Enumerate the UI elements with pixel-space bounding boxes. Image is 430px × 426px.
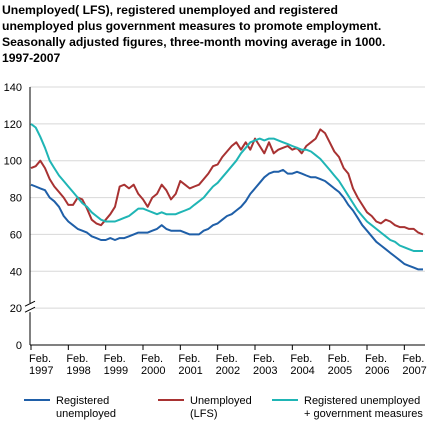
x-tick-label-month: Feb.: [66, 353, 88, 365]
y-tick-label: 80: [10, 193, 22, 205]
x-tick-label-month: Feb.: [104, 353, 126, 365]
x-tick-label-year: 2001: [178, 365, 202, 377]
x-tick-label-month: Feb.: [216, 353, 238, 365]
x-tick-label-year: 2007: [402, 365, 426, 377]
title-line-3: Seasonally adjusted figures, three-month…: [2, 35, 385, 49]
axes: [24, 87, 425, 346]
series-lines: [30, 123, 424, 271]
x-tick-label-year: 2004: [290, 365, 314, 377]
x-tick-label-month: Feb.: [253, 353, 275, 365]
y-tick-label: 100: [4, 156, 22, 168]
y-tick-label: 120: [4, 119, 22, 131]
chart-title: Unemployed( LFS), registered unemployed …: [2, 3, 385, 65]
gridlines: [30, 86, 425, 309]
x-tick-label-year: 2003: [253, 365, 277, 377]
x-tick-label-month: Feb.: [141, 353, 163, 365]
legend-label-3: + government measures: [304, 408, 423, 420]
title-line-2: unemployed plus government measures to p…: [2, 19, 381, 33]
x-tick-label-year: 2000: [141, 365, 165, 377]
y-tick-label: 60: [10, 229, 22, 241]
y-tick-label: 40: [10, 266, 22, 278]
y-tick-label: 20: [10, 303, 22, 315]
x-tick-label-month: Feb.: [290, 353, 312, 365]
x-tick-label-year: 2006: [365, 365, 389, 377]
legend-label-2: Unemployed: [190, 395, 252, 407]
x-tick-label-year: 1997: [29, 365, 53, 377]
x-tick-label-month: Feb.: [328, 353, 350, 365]
x-tick-label-month: Feb.: [402, 353, 424, 365]
axis-break-mark: [24, 306, 36, 313]
title-line-1: Unemployed( LFS), registered unemployed …: [2, 3, 338, 17]
series-line-2: [30, 128, 424, 236]
x-tick-label-year: 2002: [216, 365, 240, 377]
axis-break-gap: [26, 303, 34, 313]
x-tick-label-month: Feb.: [365, 353, 387, 365]
legend-label-1: Registered: [56, 395, 109, 407]
x-tick-label-year: 1999: [104, 365, 128, 377]
y-axis-ticks: 0 20 40 60 80 100 120 140: [4, 82, 22, 352]
x-tick-label-month: Feb.: [178, 353, 200, 365]
y-tick-label: 0: [16, 340, 22, 352]
series-line-3: [30, 123, 423, 252]
x-tick-label-year: 2005: [328, 365, 352, 377]
title-line-4: 1997-2007: [2, 51, 61, 65]
legend-label-1: unemployed: [56, 408, 116, 420]
legend-label-3: Registered unemployed: [304, 395, 420, 407]
series-line-1: [30, 168, 423, 271]
legend-label-2: (LFS): [190, 408, 218, 420]
axis-break-mark: [24, 300, 36, 307]
y-tick-label: 140: [4, 82, 22, 94]
x-axis-ticks: Feb.1997Feb.1998Feb.1999Feb.2000Feb.2001…: [29, 345, 427, 377]
x-tick-label-month: Feb.: [29, 353, 51, 365]
x-tick-label-year: 1998: [66, 365, 90, 377]
